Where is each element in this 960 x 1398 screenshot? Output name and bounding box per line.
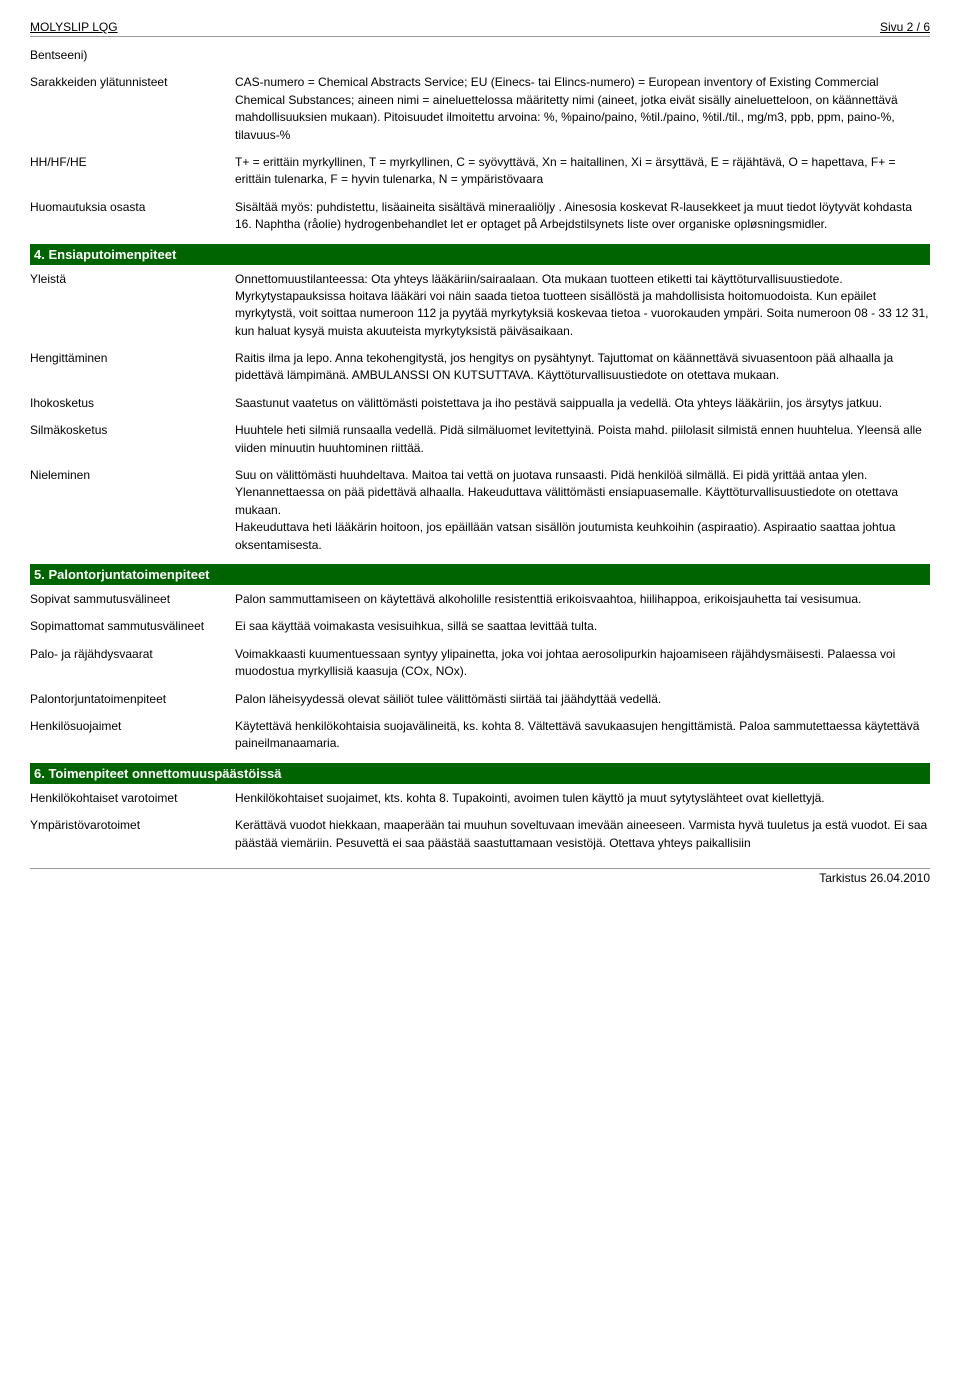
field-value: Ei saa käyttää voimakasta vesisuihkua, s… [235, 618, 930, 635]
field-row: Huomautuksia osastaSisältää myös: puhdis… [30, 199, 930, 234]
doc-title: MOLYSLIP LQG [30, 20, 118, 34]
field-value: T+ = erittäin myrkyllinen, T = myrkyllin… [235, 154, 930, 189]
field-value: Palon sammuttamiseen on käytettävä alkoh… [235, 591, 930, 608]
field-label: Silmäkosketus [30, 422, 235, 457]
field-value: Huuhtele heti silmiä runsaalla vedellä. … [235, 422, 930, 457]
field-label: Sopimattomat sammutusvälineet [30, 618, 235, 635]
field-value: Suu on välittömästi huuhdeltava. Maitoa … [235, 467, 930, 554]
field-row: Henkilökohtaiset varotoimetHenkilökohtai… [30, 790, 930, 807]
field-value: Käytettävä henkilökohtaisia suojavälinei… [235, 718, 930, 753]
field-row: Sarakkeiden ylätunnisteetCAS-numero = Ch… [30, 74, 930, 144]
field-label: Palontorjuntatoimenpiteet [30, 691, 235, 708]
field-value: Sisältää myös: puhdistettu, lisäaineita … [235, 199, 930, 234]
top-block: Bentseeni) Sarakkeiden ylätunnisteetCAS-n… [30, 47, 930, 234]
field-label: Sarakkeiden ylätunnisteet [30, 74, 235, 144]
page-footer: Tarkistus 26.04.2010 [30, 868, 930, 885]
field-label: Ihokosketus [30, 395, 235, 412]
field-row: HenkilösuojaimetKäytettävä henkilökohtai… [30, 718, 930, 753]
field-label: Sopivat sammutusvälineet [30, 591, 235, 608]
field-row: SilmäkosketusHuuhtele heti silmiä runsaa… [30, 422, 930, 457]
field-value: Henkilökohtaiset suojaimet, kts. kohta 8… [235, 790, 930, 807]
field-label: Huomautuksia osasta [30, 199, 235, 234]
field-label: Hengittäminen [30, 350, 235, 385]
field-label: Henkilösuojaimet [30, 718, 235, 753]
section-heading: 4. Ensiaputoimenpiteet [30, 244, 930, 265]
field-row: IhokosketusSaastunut vaatetus on välittö… [30, 395, 930, 412]
field-row: HengittäminenRaitis ilma ja lepo. Anna t… [30, 350, 930, 385]
field-label: HH/HF/HE [30, 154, 235, 189]
field-value: Saastunut vaatetus on välittömästi poist… [235, 395, 930, 412]
field-value: Onnettomuustilanteessa: Ota yhteys lääkä… [235, 271, 930, 341]
page-number: Sivu 2 / 6 [880, 20, 930, 34]
page-header: MOLYSLIP LQG Sivu 2 / 6 [30, 20, 930, 37]
field-value: Raitis ilma ja lepo. Anna tekohengitystä… [235, 350, 930, 385]
revision-date: Tarkistus 26.04.2010 [819, 871, 930, 885]
sections-container: 4. Ensiaputoimenpiteet YleistäOnnettomuus… [30, 244, 930, 852]
field-label: Henkilökohtaiset varotoimet [30, 790, 235, 807]
section-heading: 6. Toimenpiteet onnettomuuspäästöissä [30, 763, 930, 784]
field-value: Voimakkaasti kuumentuessaan syntyy ylipa… [235, 646, 930, 681]
field-row: YmpäristövarotoimetKerättävä vuodot hiek… [30, 817, 930, 852]
field-value: Kerättävä vuodot hiekkaan, maaperään tai… [235, 817, 930, 852]
section-heading: 5. Palontorjuntatoimenpiteet [30, 564, 930, 585]
field-label: Yleistä [30, 271, 235, 341]
field-value: CAS-numero = Chemical Abstracts Service;… [235, 74, 930, 144]
field-label: Bentseeni) [30, 47, 235, 64]
field-label: Nieleminen [30, 467, 235, 554]
field-row: HH/HF/HET+ = erittäin myrkyllinen, T = m… [30, 154, 930, 189]
field-row: PalontorjuntatoimenpiteetPalon läheisyyd… [30, 691, 930, 708]
field-row: Sopivat sammutusvälineetPalon sammuttami… [30, 591, 930, 608]
field-row: NieleminenSuu on välittömästi huuhdeltav… [30, 467, 930, 554]
field-value: Palon läheisyydessä olevat säiliöt tulee… [235, 691, 930, 708]
field-label: Palo- ja räjähdysvaarat [30, 646, 235, 681]
field-row: YleistäOnnettomuustilanteessa: Ota yhtey… [30, 271, 930, 341]
field-row: Bentseeni) [30, 47, 930, 64]
field-label: Ympäristövarotoimet [30, 817, 235, 852]
field-row: Sopimattomat sammutusvälineetEi saa käyt… [30, 618, 930, 635]
field-row: Palo- ja räjähdysvaaratVoimakkaasti kuum… [30, 646, 930, 681]
field-value [235, 47, 930, 64]
